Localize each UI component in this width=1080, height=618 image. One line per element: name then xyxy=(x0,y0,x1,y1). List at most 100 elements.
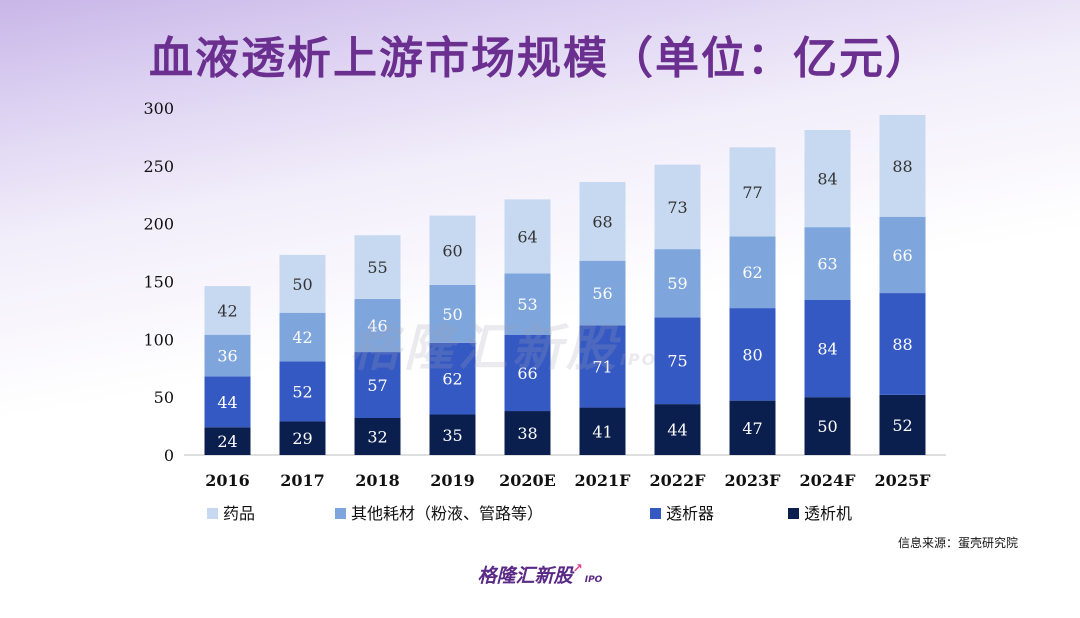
legend-swatch xyxy=(788,508,799,519)
bar-segment xyxy=(279,312,326,362)
bar-value-label: 84 xyxy=(817,170,837,189)
x-tick-label: 2019 xyxy=(430,471,475,490)
x-tick-label: 2025F xyxy=(875,471,932,490)
bar-value-label: 35 xyxy=(442,426,462,445)
brand-name: 格隆汇新股 xyxy=(477,565,573,587)
bar-value-label: 38 xyxy=(517,424,537,443)
bar-value-label: 29 xyxy=(292,429,312,448)
bar-segment xyxy=(204,427,251,455)
legend-label: 其他耗材（粉液、管路等） xyxy=(351,504,543,523)
bar-value-label: 41 xyxy=(592,422,612,441)
bar-value-label: 68 xyxy=(592,212,612,231)
bar-segment xyxy=(879,114,926,217)
x-tick-label: 2017 xyxy=(280,471,325,490)
bar-segment xyxy=(654,404,701,455)
bar-segment xyxy=(879,394,926,455)
y-tick-label: 250 xyxy=(143,157,174,176)
bar-segment xyxy=(429,414,476,455)
bar-value-label: 66 xyxy=(892,246,912,265)
bar-value-label: 46 xyxy=(367,316,387,335)
legend-swatch xyxy=(650,508,661,519)
bar-value-label: 42 xyxy=(217,301,237,320)
bar-value-label: 88 xyxy=(892,157,912,176)
bar-value-label: 44 xyxy=(217,393,237,412)
bar-segment xyxy=(204,286,251,335)
y-axis: 0 50 100 150 200 250 300 xyxy=(143,99,174,465)
bar-segment xyxy=(504,199,551,274)
bar-segment xyxy=(354,235,401,299)
bar-value-label: 50 xyxy=(442,305,462,324)
bar-segment xyxy=(804,397,851,455)
bar-value-label: 80 xyxy=(742,345,762,364)
bar-segment xyxy=(279,421,326,455)
bar-value-label: 62 xyxy=(442,370,462,389)
bar-segment xyxy=(204,334,251,377)
legend-label: 透析器 xyxy=(666,504,714,523)
legend-label: 透析机 xyxy=(804,504,852,523)
bar-value-label: 24 xyxy=(217,432,237,451)
bar-segment xyxy=(204,376,251,428)
x-tick-label: 2018 xyxy=(355,471,400,490)
bar-segment xyxy=(729,400,776,455)
source-note: 信息来源：蛋壳研究院 xyxy=(897,536,1018,550)
bar-value-label: 62 xyxy=(742,263,762,282)
x-tick-label: 2024F xyxy=(800,471,857,490)
bar-segment xyxy=(654,249,701,318)
bar-segment xyxy=(729,308,776,401)
y-tick-label: 50 xyxy=(154,388,174,407)
bar-value-label: 63 xyxy=(817,255,837,274)
bar-segment xyxy=(504,334,551,412)
bar-segment xyxy=(729,147,776,237)
chart-title: 血液透析上游市场规模（单位：亿元） xyxy=(149,33,931,84)
bar-value-label: 52 xyxy=(292,382,312,401)
bar-segment xyxy=(804,227,851,301)
bar-value-label: 57 xyxy=(367,376,387,395)
bar-segment xyxy=(579,325,626,408)
bar-segment xyxy=(429,215,476,285)
bar-value-label: 50 xyxy=(817,417,837,436)
legend-swatch xyxy=(207,508,218,519)
bar-segment xyxy=(354,352,401,418)
bar-value-label: 52 xyxy=(892,416,912,435)
x-tick-label: 2020E xyxy=(499,471,556,490)
bar-segment xyxy=(429,284,476,343)
bar-value-label: 66 xyxy=(517,364,537,383)
y-tick-label: 300 xyxy=(143,99,174,118)
bar-value-label: 59 xyxy=(667,274,687,293)
legend-label: 药品 xyxy=(223,504,255,523)
bar-value-label: 77 xyxy=(742,183,762,202)
bar-segment xyxy=(429,342,476,415)
bars: 24 44 36 42 29 52 42 50 32 57 46 55 35 62 50 60 38 66 53 64… xyxy=(204,114,926,455)
bar-value-label: 56 xyxy=(592,284,612,303)
x-tick-label: 2016 xyxy=(205,471,250,490)
brand-logo: 格隆汇新股↗IPO xyxy=(0,561,1080,588)
bar-segment xyxy=(504,273,551,335)
legend-swatch xyxy=(335,508,346,519)
bar-value-label: 36 xyxy=(217,347,237,366)
bar-segment xyxy=(804,300,851,398)
y-tick-label: 100 xyxy=(143,330,174,349)
brand-tag: IPO xyxy=(584,575,603,585)
bar-segment xyxy=(879,216,926,294)
bar-segment xyxy=(279,361,326,422)
bar-segment xyxy=(279,254,326,313)
bar-value-label: 32 xyxy=(367,427,387,446)
bar-segment xyxy=(804,129,851,228)
bar-segment xyxy=(654,317,701,405)
bar-segment xyxy=(879,293,926,395)
bar-value-label: 84 xyxy=(817,340,837,359)
x-tick-label: 2022F xyxy=(650,471,707,490)
bar-segment xyxy=(354,298,401,353)
bar-value-label: 55 xyxy=(367,258,387,277)
bar-segment xyxy=(579,260,626,326)
x-tick-label: 2023F xyxy=(725,471,782,490)
bar-value-label: 44 xyxy=(667,421,687,440)
bar-value-label: 47 xyxy=(742,419,762,438)
bar-segment xyxy=(579,407,626,455)
up-arrow-icon: ↗ xyxy=(572,561,583,575)
bar-segment xyxy=(579,182,626,261)
bar-value-label: 64 xyxy=(517,227,537,246)
bar-segment xyxy=(354,417,401,455)
bar-value-label: 50 xyxy=(292,275,312,294)
